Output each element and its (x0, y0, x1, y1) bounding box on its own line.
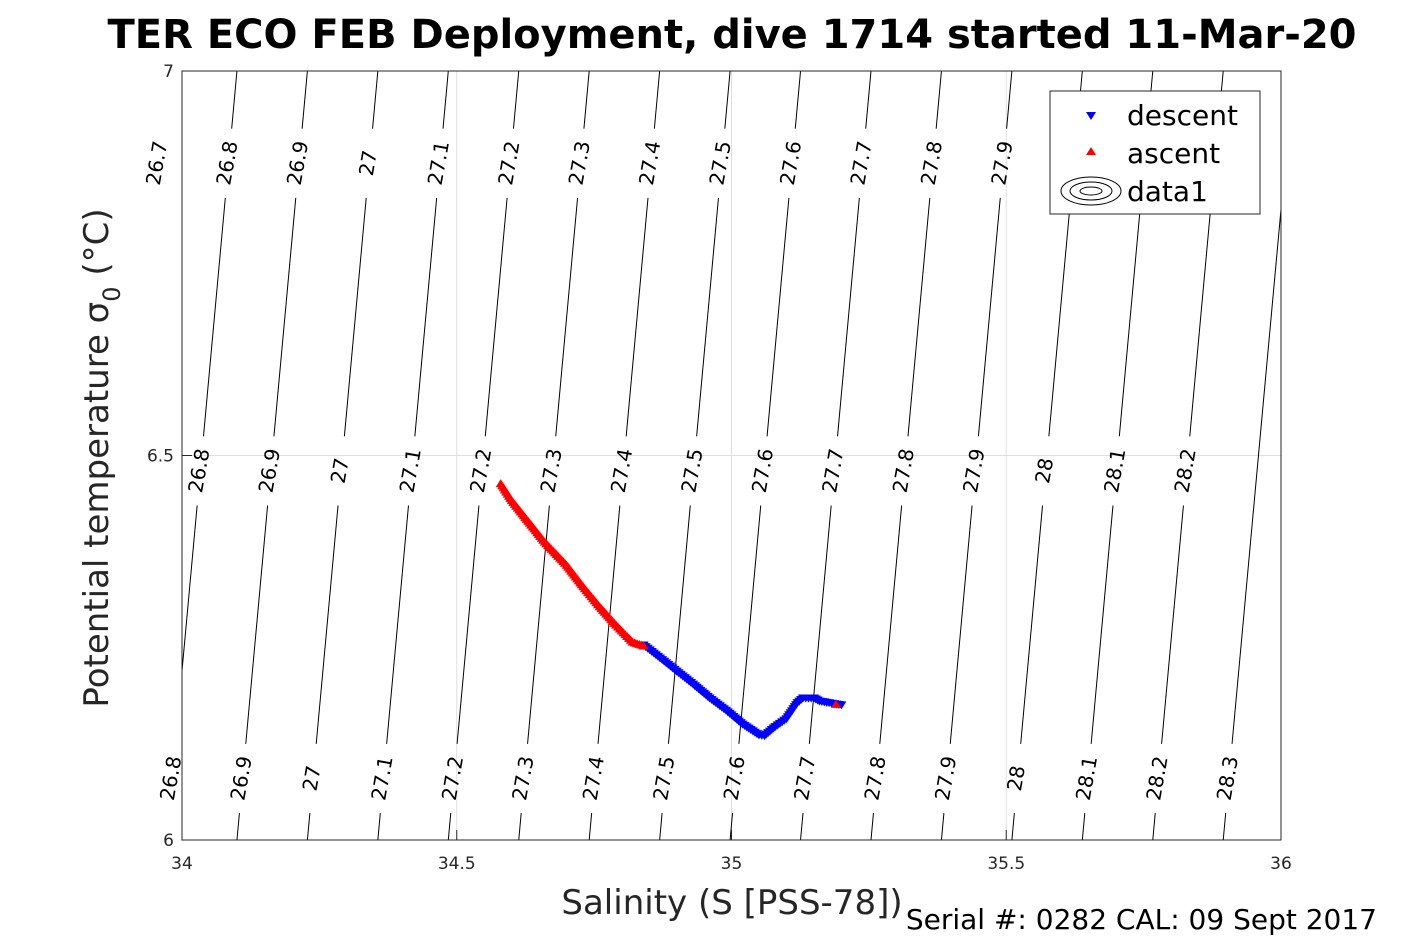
chart-title: TER ECO FEB Deployment, dive 1714 starte… (107, 12, 1356, 58)
density-contour-label: 27 (298, 764, 326, 793)
density-contour-label: 28 (1030, 456, 1058, 485)
legend-ascent-label: ascent (1127, 137, 1220, 170)
density-contour-line (512, 70, 520, 129)
density-contour-line (659, 813, 663, 841)
density-contour-line (865, 70, 872, 129)
density-contour-line (306, 813, 311, 841)
grid-lines (182, 71, 1281, 840)
y-axis-label-unit: (°C) (77, 208, 117, 286)
density-contour-line (879, 505, 903, 744)
density-contour-line (236, 813, 240, 841)
density-contour-line (1011, 813, 1015, 841)
x-tick-label: 34.5 (438, 854, 476, 874)
density-contour-label: 27 (354, 148, 382, 177)
x-tick-label: 35.5 (987, 854, 1025, 874)
density-contour-line (1152, 813, 1156, 841)
density-contour-line (518, 813, 522, 841)
density-contour-line (1081, 813, 1086, 841)
density-contour-line (245, 505, 269, 744)
density-contour-line (1090, 505, 1114, 744)
density-contour-line (231, 70, 238, 129)
density-contour-line (377, 813, 381, 841)
density-contour-line (484, 197, 508, 437)
ascent-series (495, 479, 841, 708)
legend-ascent-marker (1086, 147, 1096, 155)
x-tick-label: 34 (171, 854, 193, 874)
density-contour-line (588, 813, 593, 841)
y-tick-label: 6 (163, 831, 174, 851)
y-tick-label: 6.5 (147, 447, 174, 467)
density-contour-line (625, 197, 649, 437)
density-contour-line (386, 505, 409, 744)
density-contour-line (667, 505, 691, 744)
density-contour-line (696, 197, 719, 437)
ascent-marker (830, 699, 841, 708)
density-contour-line (1222, 813, 1227, 841)
y-axis-label-main: Potential temperature σ (77, 302, 117, 708)
density-contour-line (940, 813, 945, 841)
density-contour-line (1020, 505, 1044, 744)
density-contour-line (794, 70, 802, 129)
descent-series (638, 641, 847, 741)
legend-box (1049, 90, 1261, 215)
y-tick-label: 7 (163, 62, 174, 82)
density-contour-line (372, 70, 379, 129)
density-contour-line (583, 70, 590, 129)
legend-descent-label: descent (1127, 99, 1238, 132)
density-contour-line (738, 505, 762, 744)
legend-descent-marker (1086, 112, 1096, 120)
density-contour-line (870, 813, 874, 841)
density-contour-line (456, 505, 480, 744)
density-contour-line (181, 505, 198, 671)
density-contour-line (343, 197, 367, 437)
profile-markers (495, 479, 847, 741)
density-contour-line (555, 197, 579, 437)
axis-ticks: 34 34.5 35 35.5 36 6 6.5 7 (147, 62, 1292, 874)
x-tick-label: 35 (721, 854, 743, 874)
density-contour-line (301, 70, 308, 129)
density-contour-line (1189, 197, 1213, 437)
contour-legend-icon (1060, 176, 1122, 206)
density-contour-line (1006, 70, 1013, 129)
ascent-marker (638, 641, 649, 650)
density-contour-label: 28 (1002, 764, 1030, 793)
density-contour-line (653, 70, 661, 129)
x-axis-label: Salinity (S [PSS-78]) (561, 883, 902, 923)
density-contour-line (447, 813, 452, 841)
density-contour-line (315, 505, 339, 744)
serial-calibration-text: Serial #: 0282 CAL: 09 Sept 2017 (906, 903, 1377, 936)
density-contour-line (837, 197, 860, 437)
legend-data1-label: data1 (1127, 175, 1208, 208)
density-contour-line (808, 505, 832, 744)
density-contour-line (949, 505, 973, 744)
density-contour-line (1231, 209, 1282, 744)
density-contour-line (1161, 505, 1184, 744)
x-tick-label: 36 (1270, 854, 1292, 874)
density-contour-line (414, 197, 438, 437)
density-contour-line (729, 813, 734, 841)
density-contour-line (724, 70, 731, 129)
density-contour-line (977, 197, 1001, 437)
density-contour-line (935, 70, 942, 129)
density-contour-line (273, 197, 297, 437)
density-contour-line (907, 197, 931, 437)
density-contours (181, 70, 1282, 841)
density-contour-line (766, 197, 790, 437)
y-axis-label-subscript: 0 (98, 286, 126, 301)
density-contour-line (800, 813, 804, 841)
y-axis-label: Potential temperature σ0 (°C) (77, 208, 126, 707)
density-contour-line (202, 197, 226, 437)
descent-marker (836, 701, 847, 710)
legend: descent ascent data1 (1049, 90, 1261, 215)
density-contour-label: 27 (326, 456, 354, 485)
density-contour-line (442, 70, 449, 129)
